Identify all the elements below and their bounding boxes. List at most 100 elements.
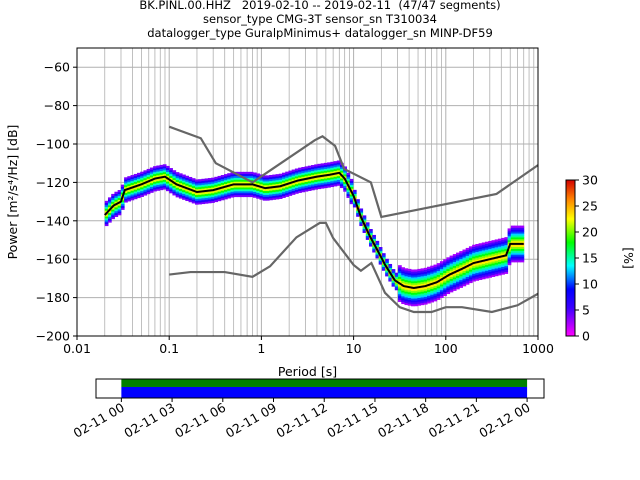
heatmap-cell [249, 179, 254, 182]
heatmap-cell [194, 200, 199, 203]
heatmap-cell [417, 268, 422, 272]
heatmap-cell [194, 181, 199, 184]
heatmap-cell [304, 172, 309, 175]
heatmap-cell [449, 259, 454, 262]
heatmap-cell [349, 188, 354, 191]
heatmap-cell [481, 242, 486, 245]
heatmap-cell [256, 175, 260, 178]
heatmap-cell [275, 197, 280, 200]
heatmap-cell [278, 187, 283, 190]
heatmap-cell [514, 256, 518, 259]
heatmap-cell [272, 189, 277, 193]
y-tick-label: −60 [44, 60, 70, 75]
heatmap-cell [462, 268, 467, 271]
heatmap-cell [204, 186, 209, 189]
heatmap-cell [510, 252, 515, 255]
heatmap-cell [478, 243, 483, 246]
heatmap-cell [214, 192, 219, 195]
heatmap-cell [462, 264, 467, 268]
heatmap-cell [394, 284, 399, 287]
heatmap-cell [514, 246, 518, 249]
heatmap-cell [475, 265, 480, 268]
heatmap-cell [240, 179, 244, 182]
heatmap-cell [520, 246, 525, 249]
heatmap-cell [104, 220, 109, 223]
heatmap-cell [146, 190, 151, 193]
heatmap-cell [291, 186, 296, 190]
heatmap-cell [269, 194, 273, 197]
heatmap-cell [510, 240, 515, 244]
heatmap-cell [204, 182, 209, 185]
heatmap-cell [175, 177, 180, 181]
heatmap-cell [439, 274, 444, 277]
heatmap-cell [230, 185, 235, 188]
heatmap-cell [394, 278, 399, 281]
heatmap-cell [307, 182, 312, 186]
heatmap-cell [117, 190, 122, 193]
heatmap-cell [401, 292, 405, 295]
heatmap-cell [307, 179, 312, 182]
heatmap-cell [117, 203, 122, 206]
heatmap-cell [236, 175, 241, 178]
heatmap-cell [272, 180, 277, 183]
heatmap-cell [107, 197, 112, 200]
heatmap-cell [520, 239, 525, 242]
heatmap-cell [517, 256, 521, 259]
heatmap-cell [194, 202, 199, 205]
heatmap-cell [146, 191, 151, 195]
heatmap-cell [162, 166, 167, 169]
heatmap-cell [207, 197, 212, 200]
heatmap-cell [223, 183, 228, 186]
heatmap-cell [456, 264, 460, 267]
heatmap-cell [472, 263, 476, 267]
heatmap-cell [298, 184, 302, 188]
heatmap-cell [272, 176, 277, 179]
heatmap-cell [336, 181, 341, 184]
heatmap-cell [327, 181, 331, 184]
heatmap-cell [243, 192, 248, 196]
heatmap-cell [317, 171, 322, 174]
heatmap-cell [497, 254, 502, 257]
heatmap-cell [423, 294, 428, 297]
heatmap-cell [165, 179, 170, 182]
heatmap-cell [117, 195, 122, 199]
heatmap-cell [423, 281, 428, 284]
heatmap-cell [198, 179, 202, 182]
heatmap-cell [320, 186, 325, 189]
heatmap-cell [485, 264, 489, 267]
heatmap-cell [243, 189, 248, 192]
heatmap-cell [169, 191, 173, 194]
heatmap-cell [497, 273, 502, 276]
heatmap-cell [169, 183, 173, 186]
heatmap-cell [288, 176, 293, 179]
heatmap-cell [143, 170, 148, 173]
heatmap-cell [207, 178, 212, 181]
heatmap-cell [185, 196, 190, 200]
heatmap-cell [456, 262, 460, 265]
heatmap-cell [330, 171, 335, 174]
heatmap-cell [446, 264, 451, 268]
heatmap-cell [178, 177, 183, 180]
heatmap-cell [330, 179, 335, 182]
heatmap-cell [140, 171, 144, 174]
heatmap-cell [182, 191, 186, 195]
heatmap-cell [211, 191, 215, 194]
heatmap-cell [117, 199, 122, 202]
heatmap-cell [198, 184, 202, 188]
y-axis-label: Power [m²/s⁴/Hz] [dB] [5, 125, 20, 260]
heatmap-cell [497, 252, 502, 255]
heatmap-cell [169, 189, 173, 192]
heatmap-cell [185, 185, 190, 188]
heatmap-cell [398, 286, 402, 289]
heatmap-cell [468, 248, 473, 251]
heatmap-cell [436, 290, 441, 293]
heatmap-cell [327, 162, 331, 165]
heatmap-cell [146, 168, 151, 172]
heatmap-cell [111, 193, 115, 197]
heatmap-cell [220, 190, 225, 193]
heatmap-cell [265, 194, 270, 197]
heatmap-cell [452, 254, 457, 257]
heatmap-cell [159, 180, 164, 183]
heatmap-cell [398, 272, 402, 276]
heatmap-cell [340, 166, 344, 169]
